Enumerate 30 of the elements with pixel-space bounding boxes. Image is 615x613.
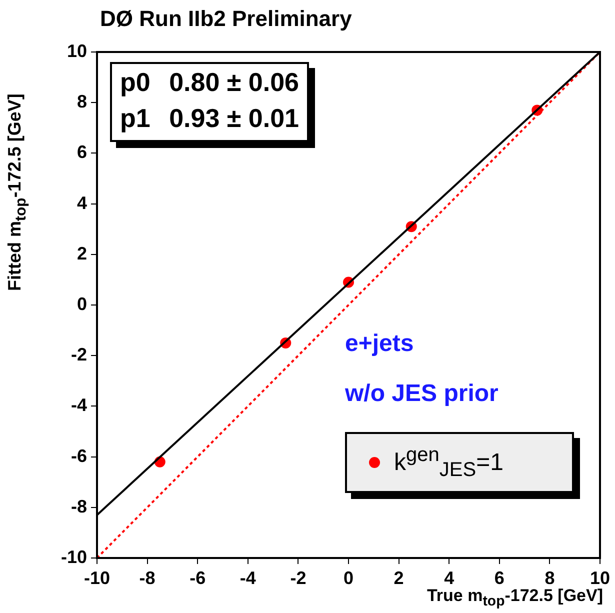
annotation: 0.93 ± 0.01 bbox=[169, 102, 299, 135]
legend-label: k$^{gen}$$_{JES}$=1 bbox=[394, 443, 504, 483]
annotation: e+jets bbox=[345, 330, 414, 358]
annotation: p0 bbox=[120, 66, 150, 99]
y-tick-label: -2 bbox=[70, 344, 87, 365]
x-tick-label: 6 bbox=[494, 568, 504, 588]
x-tick-label: 8 bbox=[544, 568, 555, 588]
x-tick-label: -6 bbox=[190, 568, 206, 588]
y-tick-label: 4 bbox=[76, 192, 87, 213]
chart-title: DØ Run IIb2 Preliminary bbox=[100, 6, 352, 32]
y-tick-label: 10 bbox=[66, 40, 87, 61]
annotation: p1 bbox=[120, 102, 150, 135]
x-tick-label: -8 bbox=[139, 568, 156, 588]
y-tick-label: -6 bbox=[70, 446, 87, 466]
y-tick-label: -4 bbox=[70, 395, 87, 416]
y-tick-label: 2 bbox=[76, 243, 87, 264]
y-tick-label: -10 bbox=[60, 546, 87, 567]
y-tick-label: 6 bbox=[76, 142, 87, 162]
x-tick-label: 4 bbox=[444, 568, 454, 588]
x-tick-label: -2 bbox=[290, 568, 306, 588]
x-tick-label: 10 bbox=[590, 568, 610, 588]
x-tick-label: -4 bbox=[240, 568, 256, 588]
x-tick-label: 0 bbox=[343, 568, 354, 588]
y-tick-label: -8 bbox=[70, 496, 87, 516]
y-tick-label: 8 bbox=[76, 92, 87, 112]
x-axis-title: True m$_{top}$-172.5 [GeV] bbox=[426, 586, 603, 610]
y-tick-label: 0 bbox=[76, 294, 87, 314]
annotation: w/o JES prior bbox=[345, 380, 498, 408]
annotation: 0.80 ± 0.06 bbox=[169, 66, 299, 99]
x-tick-label: 2 bbox=[394, 568, 404, 588]
